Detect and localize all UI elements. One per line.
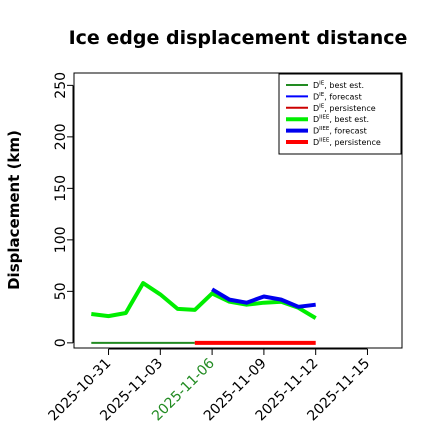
legend-base: D xyxy=(313,115,319,124)
y-tick-label: 0 xyxy=(53,338,69,347)
y-tick-label: 100 xyxy=(53,226,69,253)
x-axis: 2025-10-312025-11-032025-11-062025-11-09… xyxy=(46,348,373,424)
legend-superscript: IE xyxy=(319,81,325,87)
legend-superscript: IIEE xyxy=(319,138,330,144)
legend-base: D xyxy=(313,104,319,113)
plot-frame xyxy=(73,72,403,349)
legend-entry: DIE, forecast xyxy=(313,92,362,102)
legend-base: D xyxy=(313,138,319,147)
legend-label: , forecast xyxy=(324,92,361,101)
y-tick-label: 250 xyxy=(53,72,69,99)
legend-base: D xyxy=(313,92,319,101)
legend-entry: DIIEE, persistence xyxy=(313,138,381,148)
legend-entry: DIIEE, best est. xyxy=(313,115,369,125)
series-line-4 xyxy=(211,287,316,309)
legend-superscript: IIEE xyxy=(319,126,330,132)
legend-base: D xyxy=(313,81,319,90)
y-tick-label: 50 xyxy=(53,282,69,300)
legend-entry: DIIEE, forecast xyxy=(313,126,367,136)
legend-label: , best est. xyxy=(324,81,364,90)
y-tick-label: 200 xyxy=(53,123,69,150)
series-line-3 xyxy=(91,281,317,320)
y-tick-label: 150 xyxy=(53,175,69,202)
legend-label: , persistence xyxy=(329,138,380,147)
series-layer xyxy=(91,281,317,345)
legend-superscript: IE xyxy=(319,103,325,109)
legend-entry: DIE, persistence xyxy=(313,103,376,113)
y-axis: 0 50 100 150 200 250 xyxy=(53,72,74,347)
legend-entry: DIE, best est. xyxy=(313,81,364,91)
legend-superscript: IIEE xyxy=(319,115,330,121)
legend-label: , persistence xyxy=(324,104,375,113)
legend-superscript: IE xyxy=(319,92,325,98)
legend-label: , best est. xyxy=(329,115,369,124)
legend-label: , forecast xyxy=(329,127,366,136)
legend-base: D xyxy=(313,127,319,136)
y-axis-label: Displacement (km) xyxy=(5,130,23,290)
chart-title: Ice edge displacement distance xyxy=(69,27,408,49)
